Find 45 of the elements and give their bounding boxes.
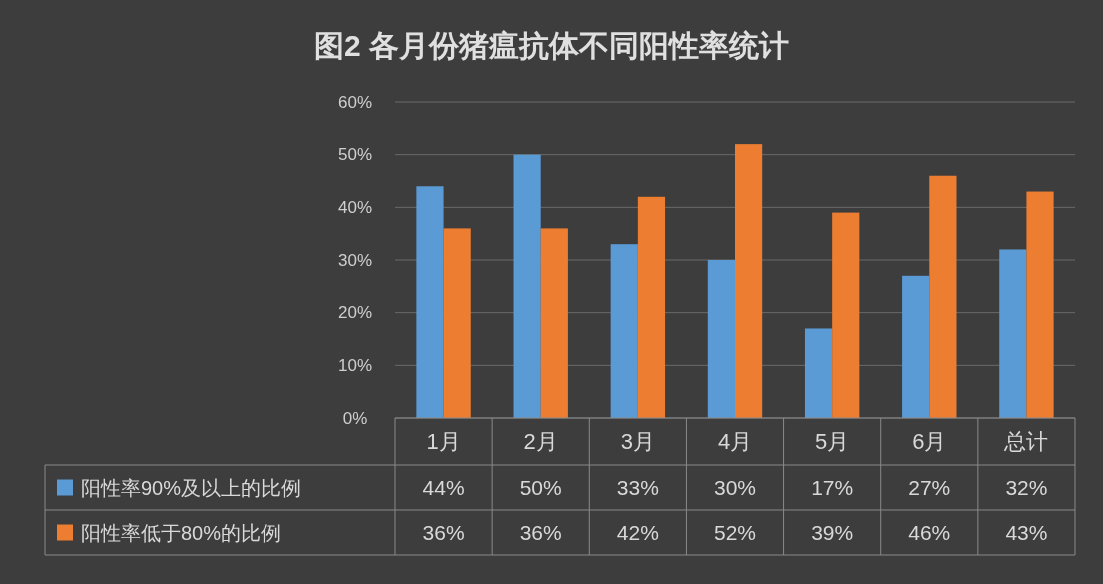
x-tick-label: 2月 xyxy=(523,429,558,454)
data-label: 46% xyxy=(908,521,951,544)
legend-label: 阳性率90%及以上的比例 xyxy=(81,476,302,499)
bar xyxy=(416,186,444,418)
y-tick-label: 20% xyxy=(337,303,373,323)
data-label: 50% xyxy=(519,476,562,499)
x-tick-label: 5月 xyxy=(815,429,850,454)
y-tick-label: 10% xyxy=(337,355,373,375)
data-label: 44% xyxy=(422,476,465,499)
chart-title: 图2 各月份猪瘟抗体不同阳性率统计 xyxy=(313,28,790,62)
bar xyxy=(443,228,471,418)
bar xyxy=(804,328,833,418)
x-tick-label: 3月 xyxy=(620,429,655,454)
bar xyxy=(832,212,860,418)
bar xyxy=(513,154,541,418)
data-label: 30% xyxy=(713,476,757,499)
y-tick-label: 0% xyxy=(342,408,368,428)
data-label: 32% xyxy=(1005,476,1048,499)
y-tick-label: 40% xyxy=(337,197,373,217)
data-label: 39% xyxy=(811,521,854,544)
bar xyxy=(1026,191,1054,418)
x-tick-label: 6月 xyxy=(912,429,947,454)
y-tick-label: 30% xyxy=(337,250,373,270)
bar xyxy=(999,249,1027,418)
data-label: 27% xyxy=(908,476,951,499)
x-tick-label: 总计 xyxy=(1003,429,1049,454)
data-label: 43% xyxy=(1005,521,1048,544)
y-tick-label: 50% xyxy=(337,145,373,165)
data-label: 52% xyxy=(713,521,757,544)
bar xyxy=(902,275,930,418)
bar xyxy=(735,144,763,418)
bar xyxy=(637,196,666,418)
data-label: 33% xyxy=(616,476,659,499)
data-label: 36% xyxy=(422,521,465,544)
bar xyxy=(610,244,638,418)
x-tick-label: 1月 xyxy=(426,429,461,454)
bar xyxy=(540,228,568,418)
bar xyxy=(707,260,735,418)
data-label: 36% xyxy=(519,521,562,544)
legend-label: 阳性率低于80%的比例 xyxy=(81,521,282,544)
data-label: 42% xyxy=(616,521,659,544)
data-label: 17% xyxy=(811,476,854,499)
y-tick-label: 60% xyxy=(337,92,373,112)
bar xyxy=(929,175,957,418)
x-tick-label: 4月 xyxy=(717,429,753,454)
